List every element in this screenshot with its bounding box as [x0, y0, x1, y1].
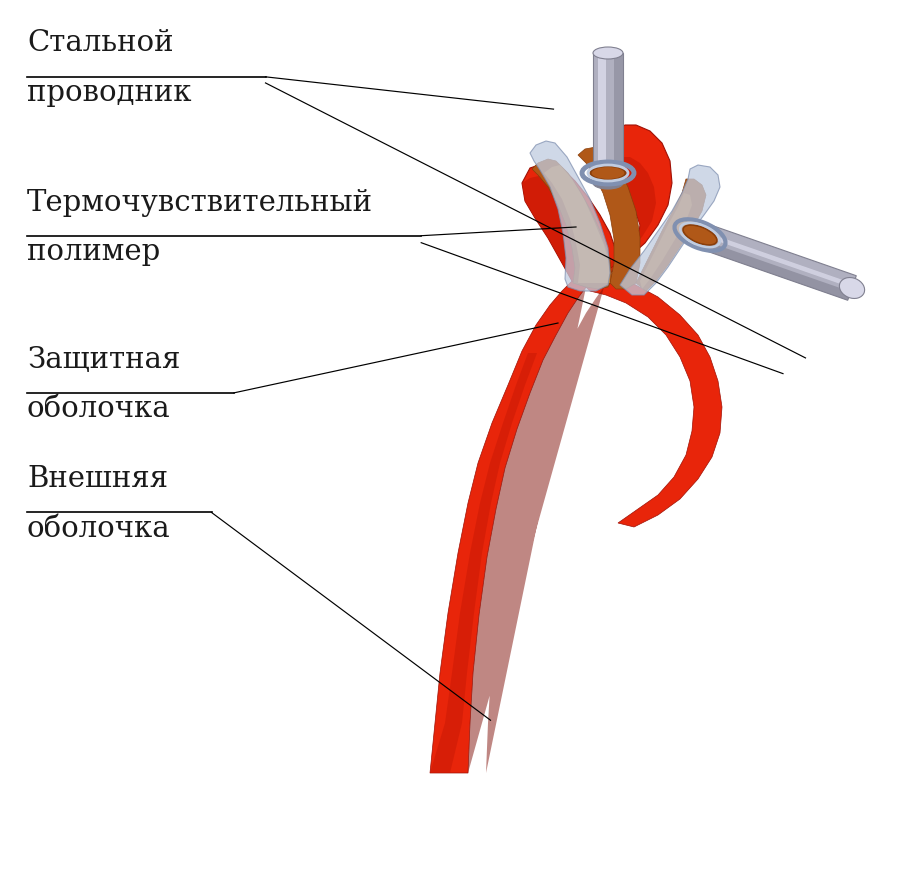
Polygon shape [522, 163, 616, 287]
Polygon shape [468, 287, 604, 773]
Text: проводник: проводник [27, 79, 192, 107]
Polygon shape [636, 179, 706, 291]
Ellipse shape [840, 278, 865, 299]
Polygon shape [522, 175, 608, 287]
Polygon shape [544, 165, 610, 283]
Text: Защитная: Защитная [27, 346, 180, 374]
Ellipse shape [593, 177, 623, 189]
Polygon shape [578, 147, 640, 289]
Text: Внешняя: Внешняя [27, 465, 168, 493]
Polygon shape [430, 353, 537, 773]
Ellipse shape [593, 47, 623, 59]
Ellipse shape [683, 225, 717, 245]
Polygon shape [696, 238, 850, 300]
Text: оболочка: оболочка [27, 515, 171, 543]
Ellipse shape [688, 224, 713, 245]
Ellipse shape [590, 166, 625, 180]
Text: Стальной: Стальной [27, 29, 174, 57]
Polygon shape [600, 157, 656, 275]
Text: Термочувствительный: Термочувствительный [27, 189, 373, 217]
Polygon shape [530, 141, 610, 291]
Text: оболочка: оболочка [27, 395, 171, 423]
Polygon shape [620, 165, 720, 295]
Polygon shape [586, 125, 672, 287]
Polygon shape [430, 281, 586, 773]
Polygon shape [640, 193, 692, 289]
Polygon shape [586, 275, 722, 527]
Polygon shape [700, 230, 853, 288]
Polygon shape [593, 53, 623, 183]
Polygon shape [532, 159, 612, 289]
Polygon shape [696, 223, 856, 300]
Text: полимер: полимер [27, 238, 160, 266]
